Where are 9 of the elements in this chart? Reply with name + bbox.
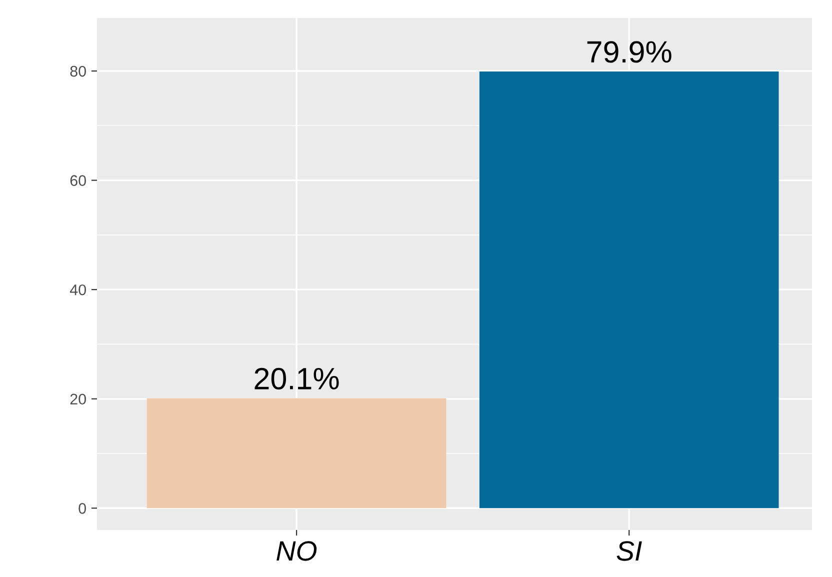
- data-label: 20.1%: [254, 368, 339, 390]
- y-tick-label: 60: [70, 175, 86, 186]
- y-tick-label: 40: [70, 284, 86, 296]
- y-tick-label: 80: [70, 66, 86, 77]
- y-tick-label: 0: [78, 503, 86, 514]
- y-tick-label: 20: [70, 394, 86, 405]
- x-tick-label: NO: [276, 541, 317, 561]
- data-label: 79.9%: [587, 41, 672, 63]
- x-tick-label: SI: [616, 541, 642, 561]
